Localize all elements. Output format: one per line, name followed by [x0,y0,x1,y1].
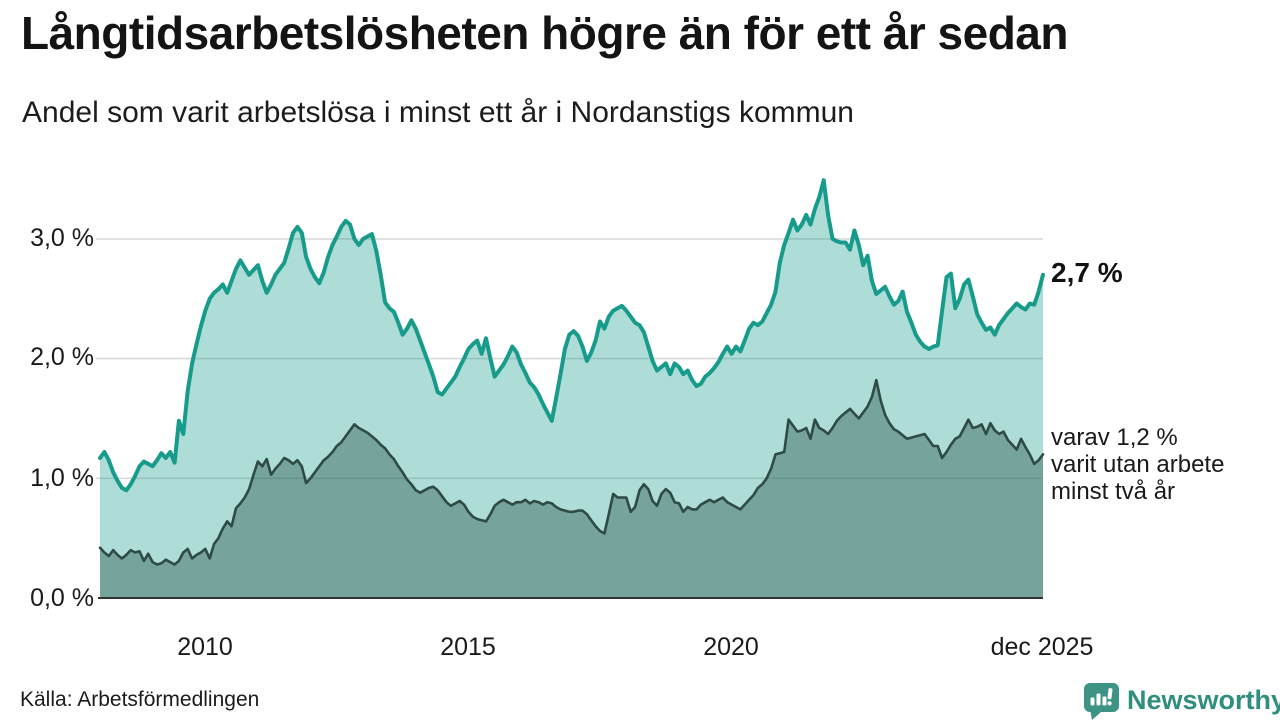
area-unemployed-2yr [100,380,1043,598]
source-note: Källa: Arbetsförmedlingen [20,688,260,711]
newsworthy-brand: Newsworthy [1081,681,1280,720]
secondary-series-note-line: minst två år [1051,478,1176,505]
y-axis-tick-3: 3,0 % [30,223,94,252]
newsworthy-logo-icon [1084,683,1119,720]
page-title: Långtidsarbetslösheten högre än för ett … [21,7,1068,59]
x-axis-tick-2015: 2015 [440,633,496,661]
chart-subtitle: Andel som varit arbetslösa i minst ett å… [22,96,854,129]
y-axis-tick-1: 1,0 % [30,463,94,492]
x-axis-tick-2020: 2020 [703,633,759,661]
line-unemployed-2yr [98,378,1045,566]
area-unemployed-1yr [100,180,1043,598]
secondary-series-note: varav 1,2 % varit utan arbete minst två år [1051,424,1271,505]
y-axis-tick-2: 2,0 % [30,342,94,371]
line-unemployed-1yr [98,178,1045,493]
y-axis-tick-0: 0,0 % [30,583,94,612]
secondary-series-note-line: varav 1,2 % [1051,424,1178,451]
newsworthy-wordmark: Newsworthy [1127,685,1280,715]
x-axis-tick-2010: 2010 [177,633,233,661]
latest-value-label: 2,7 % [1051,257,1123,288]
x-axis-tick-dec-2025: dec 2025 [990,633,1094,661]
secondary-series-note-line: varit utan arbete [1051,451,1225,478]
